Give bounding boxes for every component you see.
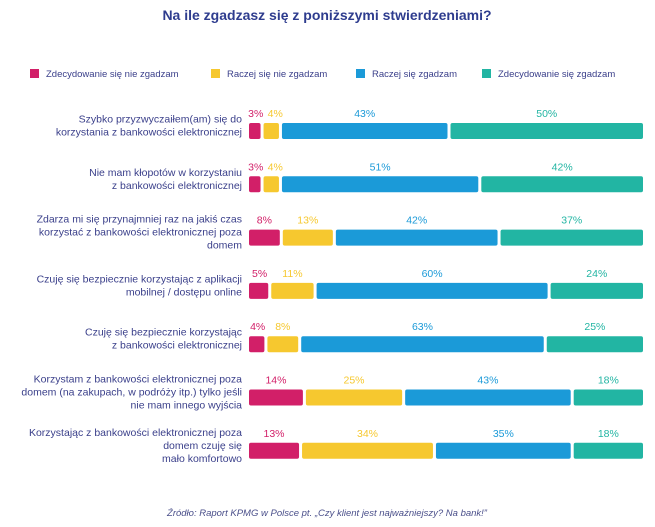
value-label-r1-s2: 4% bbox=[268, 108, 283, 120]
legend-swatch-2 bbox=[211, 69, 220, 78]
bar-segment-r5-s2 bbox=[267, 336, 299, 353]
value-label-r6-s3: 43% bbox=[477, 375, 498, 387]
legend-label-3: Raczej się zgadzam bbox=[372, 69, 457, 80]
bar-segment-r4-s1 bbox=[249, 282, 269, 299]
bar-segment-r6-s3 bbox=[405, 389, 571, 406]
value-label-r4-s1: 5% bbox=[252, 268, 267, 280]
bar-segment-r4-s3 bbox=[316, 282, 548, 299]
value-label-r1-s1: 3% bbox=[248, 108, 263, 120]
bar-segment-r1-s3 bbox=[281, 123, 448, 139]
category-label-4: Czuję się bezpiecznie korzystając z apli… bbox=[37, 273, 243, 298]
value-label-r3-s1: 8% bbox=[257, 215, 272, 227]
value-label-r7-s3: 35% bbox=[493, 428, 514, 440]
value-label-r7-s2: 34% bbox=[357, 428, 378, 440]
bar-segment-r6-s4 bbox=[573, 389, 643, 406]
value-label-r2-s3: 51% bbox=[370, 161, 391, 173]
category-label-6: Korzystam z bankowości elektronicznej po… bbox=[21, 374, 242, 412]
value-label-r3-s2: 13% bbox=[297, 215, 318, 227]
value-label-r6-s4: 18% bbox=[598, 375, 619, 387]
bars-area: Szybko przyzwyczaiłem(am) się do korzysta… bbox=[21, 108, 643, 465]
bar-segment-r6-s1 bbox=[249, 389, 303, 406]
bar-segment-r5-s1 bbox=[249, 336, 265, 353]
bar-segment-r3-s1 bbox=[249, 229, 280, 246]
category-label-1: Szybko przyzwyczaiłem(am) się do korzysta… bbox=[56, 114, 242, 139]
bar-segment-r2-s3 bbox=[281, 176, 479, 193]
bar-segment-r2-s2 bbox=[263, 176, 279, 193]
value-label-r5-s4: 25% bbox=[584, 321, 605, 333]
bar-segment-r2-s1 bbox=[249, 176, 261, 193]
source-note: Źródło: Raport KPMG w Polsce pt. „Czy kl… bbox=[166, 508, 488, 519]
legend-swatch-1 bbox=[30, 69, 39, 78]
value-label-r2-s2: 4% bbox=[268, 161, 283, 173]
category-label-3: Zdarza mi się przynajmniej raz na jakiś … bbox=[37, 214, 243, 252]
category-label-2: Nie mam kłopotów w korzystaniu z bankowoś… bbox=[89, 167, 242, 192]
value-label-r7-s1: 13% bbox=[264, 428, 285, 440]
value-label-r5-s2: 8% bbox=[275, 321, 290, 333]
legend: Zdecydowanie się nie zgadzam Raczej się n… bbox=[30, 69, 615, 80]
value-label-r5-s3: 63% bbox=[412, 321, 433, 333]
value-label-r4-s2: 11% bbox=[282, 268, 302, 280]
category-label-7: Korzystając z bankowości elektronicznej … bbox=[29, 427, 242, 465]
chart-title: Na ile zgadzasz się z poniższymi stwierd… bbox=[162, 7, 491, 23]
value-label-r4-s4: 24% bbox=[586, 268, 607, 280]
bar-segment-r2-s4 bbox=[481, 176, 643, 193]
value-label-r2-s4: 42% bbox=[552, 161, 573, 173]
bar-segment-r5-s4 bbox=[546, 336, 643, 353]
category-label-5: Czuję się bezpiecznie korzystając z banko… bbox=[85, 327, 242, 352]
value-label-r2-s1: 3% bbox=[248, 161, 263, 173]
bar-segment-r3-s4 bbox=[500, 229, 643, 246]
value-label-r3-s3: 42% bbox=[406, 215, 427, 227]
value-label-r1-s4: 50% bbox=[536, 108, 557, 120]
value-label-r6-s2: 25% bbox=[344, 375, 365, 387]
bar-segment-r7-s1 bbox=[249, 442, 300, 459]
bar-segment-r1-s1 bbox=[249, 123, 261, 139]
value-label-r1-s3: 43% bbox=[354, 108, 375, 120]
bar-segment-r7-s3 bbox=[435, 442, 571, 459]
legend-label-1: Zdecydowanie się nie zgadzam bbox=[46, 69, 179, 80]
legend-label-2: Raczej się nie zgadzam bbox=[227, 69, 327, 80]
bar-segment-r1-s4 bbox=[450, 123, 643, 139]
bar-segment-r3-s3 bbox=[335, 229, 498, 246]
legend-label-4: Zdecydowanie się zgadzam bbox=[498, 69, 615, 80]
bar-segment-r4-s2 bbox=[271, 282, 314, 299]
legend-swatch-4 bbox=[482, 69, 491, 78]
bar-segment-r5-s3 bbox=[301, 336, 544, 353]
value-label-r3-s4: 37% bbox=[561, 215, 582, 227]
bar-segment-r7-s4 bbox=[573, 442, 643, 459]
value-label-r6-s1: 14% bbox=[265, 375, 286, 387]
bar-segment-r4-s4 bbox=[550, 282, 643, 299]
value-label-r7-s4: 18% bbox=[598, 428, 619, 440]
value-label-r5-s1: 4% bbox=[250, 321, 265, 333]
bar-segment-r6-s2 bbox=[305, 389, 403, 406]
bar-segment-r1-s2 bbox=[263, 123, 279, 139]
bar-segment-r3-s2 bbox=[282, 229, 333, 246]
value-label-r4-s3: 60% bbox=[422, 268, 443, 280]
bar-segment-r7-s2 bbox=[302, 442, 433, 459]
legend-swatch-3 bbox=[356, 69, 365, 78]
